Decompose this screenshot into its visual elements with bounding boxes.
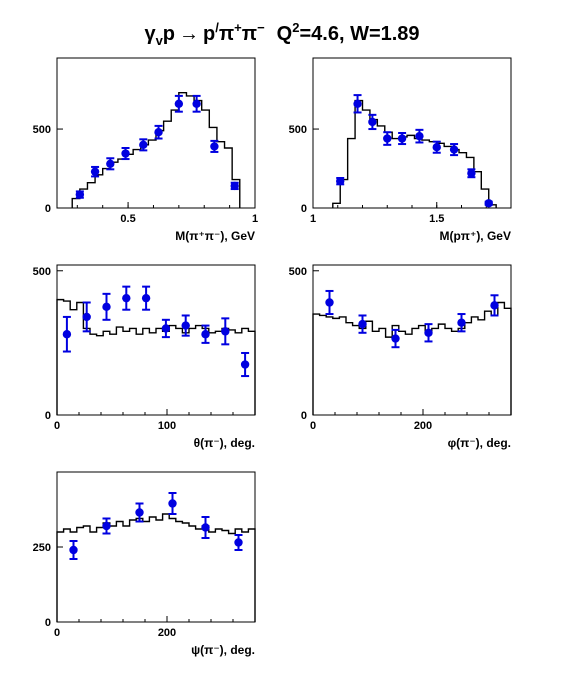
x-tick-label: 0.5 (120, 213, 135, 225)
data-point (358, 319, 367, 329)
data-point (168, 499, 177, 508)
y-tick-label: 0 (45, 203, 51, 215)
title-pi2: π (242, 23, 257, 45)
data-point (201, 330, 210, 339)
data-point (424, 328, 433, 337)
title-q2: 2 (292, 20, 299, 35)
data-point (391, 334, 400, 343)
y-tick-label: 500 (289, 266, 307, 278)
data-point (457, 318, 466, 327)
title-rest: =4.6, W=1.89 (299, 23, 419, 45)
histogram-line (312, 301, 512, 415)
data-point (106, 159, 115, 168)
data-point (82, 312, 91, 322)
y-tick-label: 500 (33, 124, 51, 136)
data-point (201, 523, 210, 532)
data-point (383, 134, 392, 143)
title-arrow: → (179, 23, 199, 45)
x-tick-label: 200 (414, 420, 432, 432)
y-tick-label: 0 (45, 617, 51, 629)
data-point (230, 181, 239, 191)
y-tick-label: 0 (301, 203, 307, 215)
x-axis-label: φ(π⁻), deg. (448, 436, 511, 450)
title-gamma: γ (144, 23, 156, 45)
x-axis-label: θ(π⁻), deg. (194, 436, 255, 450)
data-point (325, 298, 334, 307)
x-tick-label: 0 (310, 420, 316, 432)
panel-theta: 0 100 0 500 θ(π⁻), deg. (33, 264, 256, 450)
y-tick-label: 0 (45, 410, 51, 422)
data-point (210, 142, 219, 151)
y-tick-label: 500 (33, 266, 51, 278)
data-point (90, 167, 100, 176)
data-point (192, 99, 201, 108)
x-tick-label: 1 (252, 213, 258, 225)
data-point (141, 293, 151, 303)
data-point (353, 99, 362, 108)
data-point (161, 324, 171, 333)
data-point (415, 131, 424, 141)
data-point (102, 521, 111, 531)
title-p: p (163, 23, 175, 45)
data-point (69, 545, 78, 555)
histogram-line (332, 99, 497, 208)
y-tick-label: 500 (289, 124, 307, 136)
plot-frame (56, 471, 256, 623)
title-plus: + (234, 20, 242, 35)
panel-psi: 0 200 0 250 ψ(π⁻), deg. (33, 471, 256, 657)
data-point (135, 508, 144, 517)
data-point (221, 327, 230, 336)
histogram-line (56, 513, 256, 622)
title-pi1: π (219, 23, 234, 45)
data-point (234, 538, 243, 547)
data-point (368, 117, 377, 127)
data-point (154, 128, 163, 137)
data-point (336, 176, 345, 186)
x-axis-label: M(pπ⁺), GeV (439, 229, 511, 243)
data-point (484, 199, 493, 208)
panel-m-pipi: 0.5 1 0 500 M(π⁺π⁻), GeV (33, 57, 258, 243)
y-tick-label: 0 (301, 410, 307, 422)
data-point (122, 293, 131, 303)
x-tick-label: 1 (310, 213, 316, 225)
data-point (397, 134, 407, 143)
title-q: Q (277, 23, 293, 45)
x-axis-label: M(π⁺π⁻), GeV (175, 229, 255, 243)
title-p2: p (203, 23, 215, 45)
panel-m-ppi: 1 1.5 0 500 M(pπ⁺), GeV (289, 57, 512, 243)
data-point (75, 190, 85, 199)
plot-frame (56, 57, 256, 209)
title-minus: − (257, 20, 265, 35)
panel-phi: 0 200 0 500 φ(π⁻), deg. (289, 264, 512, 450)
title-v: v (156, 33, 164, 48)
x-tick-label: 200 (158, 627, 176, 639)
x-tick-label: 1.5 (429, 213, 444, 225)
plot-frame (312, 264, 512, 416)
data-point (139, 140, 148, 150)
x-tick-label: 0 (54, 627, 60, 639)
title-prime: / (215, 20, 219, 35)
x-tick-label: 0 (54, 420, 60, 432)
x-tick-label: 100 (158, 420, 176, 432)
data-point (449, 145, 459, 154)
data-point (121, 149, 130, 158)
data-point (62, 330, 72, 339)
x-axis-label: ψ(π⁻), deg. (191, 643, 255, 657)
data-point (102, 302, 111, 312)
data-point (432, 143, 441, 152)
y-tick-label: 250 (33, 542, 51, 554)
figure-title: γvp → p/π+π− Q2=4.6, W=1.89 (144, 20, 419, 48)
data-point (490, 301, 499, 310)
data-point (181, 321, 190, 330)
data-point (174, 99, 184, 108)
data-point (240, 360, 250, 369)
data-point (467, 169, 476, 178)
